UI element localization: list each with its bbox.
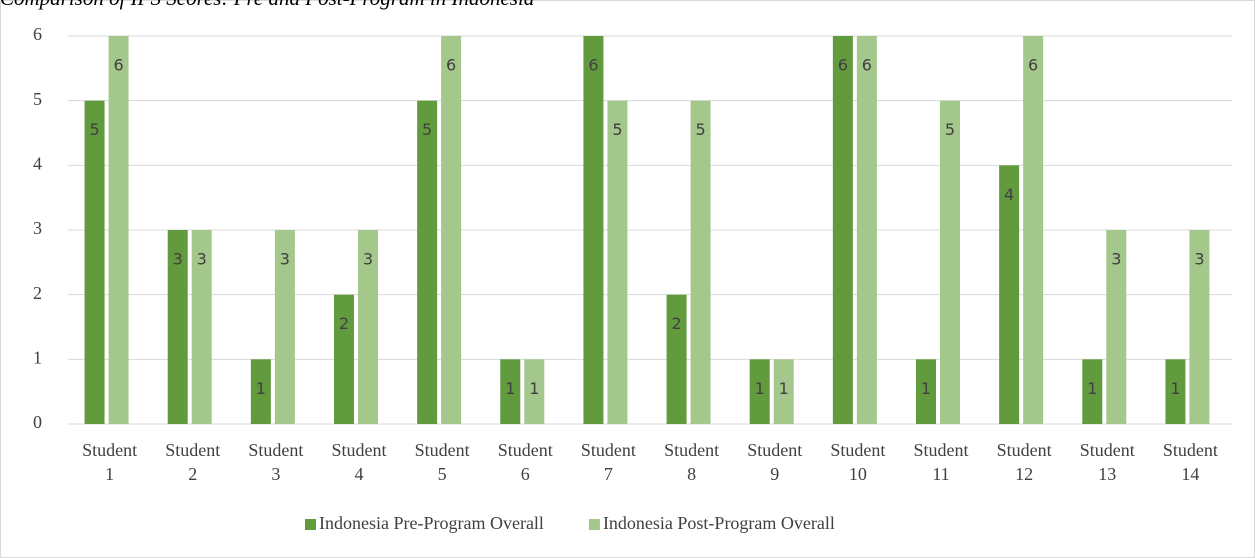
bar [524,359,545,424]
bar [832,36,853,424]
data-label: 5 [945,120,955,139]
data-label: 3 [197,250,207,269]
chart-title: Comparison of IPS Scores: Pre and Post-P… [0,0,534,10]
x-tick-label: Student 8 [664,440,719,484]
legend-swatch [588,519,600,530]
x-tick-label: Student 5 [415,440,470,484]
x-tick-label: Student 6 [498,440,553,484]
data-label: 6 [838,56,848,75]
y-tick-label: 0 [33,412,42,432]
data-label: 2 [339,314,349,333]
data-label: 3 [363,250,373,269]
data-label: 1 [529,379,539,398]
bar [1189,230,1210,424]
bar [607,100,628,425]
data-label: 3 [1111,250,1121,269]
data-label: 2 [671,314,681,333]
bar [167,230,188,424]
y-tick-label: 3 [33,218,42,238]
x-tick-label: Student 2 [165,440,220,484]
legend-label: Indonesia Post-Program Overall [603,513,835,533]
data-label: 1 [1087,379,1097,398]
bar [856,36,877,424]
data-label: 3 [280,250,290,269]
x-tick-label: Student 9 [747,440,802,484]
bar [749,359,770,424]
bar [773,359,794,424]
y-tick-label: 2 [33,283,42,303]
x-tick-label: Student 14 [1163,440,1218,484]
bar [441,36,462,424]
data-label: 3 [1194,250,1204,269]
bar [250,359,271,424]
x-tick-label: Student 11 [913,440,968,484]
bar [1106,230,1127,424]
bar [690,100,711,425]
bar [334,294,354,424]
data-label: 5 [89,120,99,139]
data-label: 6 [113,56,123,75]
x-tick-label: Student 4 [331,440,386,484]
data-label: 6 [588,56,598,75]
bar [583,36,604,424]
y-tick-label: 5 [33,89,42,109]
bar [274,230,295,424]
y-tick-label: 1 [33,347,42,367]
data-label: 1 [256,379,266,398]
y-tick-label: 6 [33,24,42,44]
bar [417,100,438,425]
x-tick-label: Student 13 [1080,440,1135,484]
data-label: 5 [695,120,705,139]
bar [1023,36,1044,424]
x-tick-label: Student 7 [581,440,636,484]
bar [916,359,936,424]
bar [1082,359,1103,424]
bar [999,165,1020,425]
x-tick-label: Student 1 [82,440,137,484]
y-tick-label: 4 [33,153,42,173]
bar [940,100,960,425]
data-label: 1 [505,379,515,398]
data-label: 1 [1170,379,1180,398]
bar [108,36,129,424]
x-tick-label: Student 10 [830,440,885,484]
data-label: 1 [755,379,765,398]
data-label: 6 [446,56,456,75]
data-label: 4 [1004,185,1014,204]
legend-swatch [305,519,316,530]
data-label: 3 [173,250,183,269]
bar [1165,359,1186,424]
data-label: 6 [1028,56,1038,75]
data-label: 6 [862,56,872,75]
data-label: 5 [422,120,432,139]
data-label: 5 [612,120,622,139]
legend-label: Indonesia Pre-Program Overall [319,513,544,533]
bar [500,359,521,424]
data-label: 1 [921,379,931,398]
data-label: 1 [779,379,789,398]
bar [191,230,212,424]
x-tick-label: Student 12 [997,440,1052,484]
bar [666,294,687,424]
x-tick-label: Student 3 [248,440,303,484]
bar [84,100,105,425]
bar [358,230,378,424]
